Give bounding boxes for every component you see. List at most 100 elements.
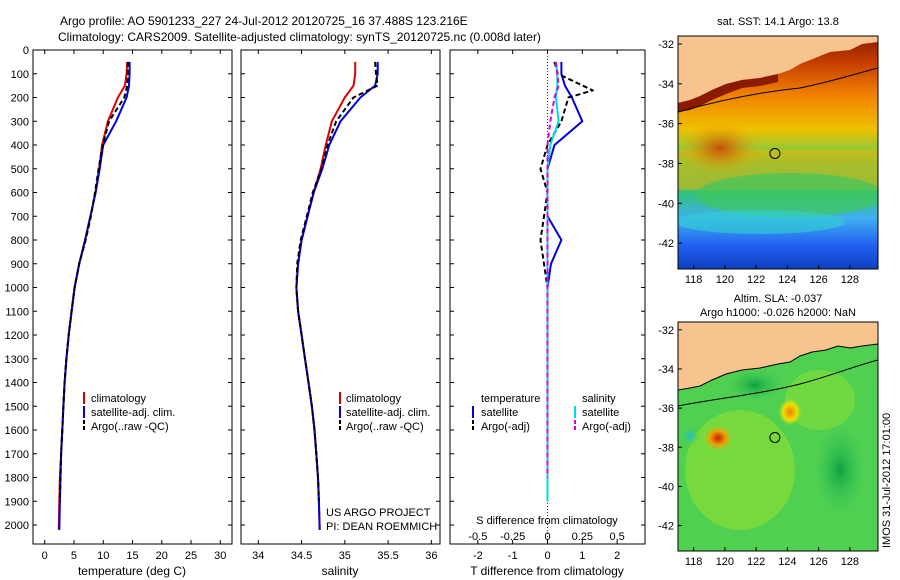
legend-label-satellite: satellite-adj. clim. <box>346 407 430 419</box>
sla-light-patch-2 <box>785 370 855 430</box>
legend-label-t-satellite: satellite <box>481 407 518 419</box>
map-ytick-label: -40 <box>658 198 674 210</box>
p1-xtick-label: 30 <box>214 550 226 562</box>
p1-xtick-label: 25 <box>185 550 197 562</box>
p1-ytick-label: 2000 <box>5 520 29 532</box>
map-ytick-label: -34 <box>658 79 674 91</box>
p1-ytick-label: 600 <box>11 188 29 200</box>
series-line-satellite-adj-clim- <box>58 61 131 530</box>
sst-map: sat. SST: 14.1 Argo: 13.8 118 120 122 124 12… <box>658 16 879 286</box>
sla-map-ticks: 118 120 122 124 126 128 -32 -34 -36 -38 -40 -42 <box>658 325 859 568</box>
p1-xtick-label: 10 <box>97 550 109 562</box>
map-xtick-label: 118 <box>685 274 703 286</box>
legend-label-climatology: climatology <box>91 393 147 405</box>
salinity-panel: 34 34.5 35 35.5 36 salinity climatology sate… <box>240 49 441 578</box>
header-line1: Argo profile: AO 5901233_227 24-Jul-2012… <box>60 14 468 28</box>
difference-s-tick-label: 0.25 <box>572 531 593 543</box>
p1-ytick-label: 200 <box>11 93 29 105</box>
header-line2: Climatology: CARS2009. Satellite-adjuste… <box>58 30 541 44</box>
temperature-lines <box>57 61 131 530</box>
p1-ytick-label: 1300 <box>5 354 29 366</box>
sst-coast-band <box>678 74 778 112</box>
temperature-legend: climatology satellite-adj. clim. Argo(..… <box>83 392 175 433</box>
map-ytick-label: -32 <box>658 325 674 337</box>
difference-x-ticks: -2 -1 0 1 2 <box>473 50 620 562</box>
p3-xtick-label: 2 <box>614 550 620 562</box>
series-line-climatology <box>57 61 129 530</box>
p3-xtick-label: -1 <box>508 550 518 562</box>
series-line-satellite-adj-clim- <box>295 61 379 530</box>
sla-orange-eddy <box>778 398 802 426</box>
series-line-satellite <box>546 61 584 502</box>
legend-label-t-argo: Argo(-adj) <box>481 421 530 433</box>
map-xtick-label: 126 <box>809 274 827 286</box>
salinity-legend: climatology satellite-adj. clim. Argo(..… <box>339 392 430 433</box>
map-ytick-label: -42 <box>658 238 674 250</box>
series-line-satellite <box>546 61 560 502</box>
salinity-xlabel: salinity <box>322 564 359 578</box>
sla-cyan-spot <box>680 426 700 446</box>
p1-ytick-label: 100 <box>11 69 29 81</box>
map-xtick-label: 126 <box>809 556 827 568</box>
temperature-axes <box>32 49 233 545</box>
pi-annotation: PI: DEAN ROEMMICH <box>326 521 437 533</box>
series-line-climatology <box>295 61 357 530</box>
p1-ytick-label: 1400 <box>5 378 29 390</box>
p1-ytick-label: 1900 <box>5 496 29 508</box>
series-line-argo-raw-qc- <box>295 61 379 502</box>
p3-xtick-label: 1 <box>579 550 585 562</box>
p1-ytick-label: 1700 <box>5 449 29 461</box>
series-line-argo-raw-qc- <box>58 61 129 502</box>
map-xtick-label: 128 <box>841 274 859 286</box>
salinity-axes <box>240 49 441 545</box>
side-label: IMOS 31-Jul-2012 17:01:00 <box>881 413 893 548</box>
map-xtick-label: 120 <box>716 274 734 286</box>
map-xtick-label: 122 <box>747 556 765 568</box>
sst-green-band <box>695 173 878 217</box>
difference-y-ticks <box>450 49 645 526</box>
p1-ytick-label: 1000 <box>5 283 29 295</box>
difference-legend: temperature satellite Argo(-adj) salinit… <box>472 393 631 433</box>
sla-light-patch <box>685 410 795 530</box>
map-ytick-label: -36 <box>658 403 674 415</box>
p2-xtick-label: 34.5 <box>291 550 312 562</box>
sla-map-title1: Altim. SLA: -0.037 <box>734 293 823 305</box>
map-ytick-label: -32 <box>658 39 674 51</box>
difference-panel: -2 -1 0 1 2 -0.5 -0.25 0 0.25 0.5 T difference f… <box>449 49 646 578</box>
p2-xtick-label: 35 <box>339 550 351 562</box>
legend-label-climatology: climatology <box>346 393 402 405</box>
legend-title-temperature: temperature <box>481 393 540 405</box>
argo-position-marker <box>769 432 781 443</box>
p1-ytick-label: 700 <box>11 211 29 223</box>
p1-ytick-label: 800 <box>11 235 29 247</box>
sst-map-frame <box>677 35 879 270</box>
difference-top-label: S difference from climatology <box>476 515 618 527</box>
argo-position-marker <box>769 148 781 159</box>
p1-ytick-label: 300 <box>11 116 29 128</box>
project-annotation: US ARGO PROJECT <box>326 507 431 519</box>
sla-coastline <box>678 343 878 391</box>
map-ytick-label: -42 <box>658 521 674 533</box>
map-ytick-label: -36 <box>658 119 674 131</box>
temperature-xlabel: temperature (deg C) <box>78 564 186 578</box>
p1-ytick-label: 500 <box>11 164 29 176</box>
sla-map-frame <box>677 321 879 552</box>
p1-ytick-label: 1500 <box>5 401 29 413</box>
p1-xtick-label: 5 <box>71 550 77 562</box>
legend-label-argo: Argo(..raw -QC) <box>91 421 169 433</box>
difference-xlabel: T difference from climatology <box>470 564 624 578</box>
sst-contour <box>678 67 878 113</box>
temperature-y-ticks: 0 100 200 300 400 500 600 700 800 900 1000 1100 1200… <box>5 45 232 532</box>
p2-xtick-label: 34 <box>252 550 264 562</box>
map-xtick-label: 124 <box>778 556 796 568</box>
sla-dark-patch <box>812 420 868 520</box>
difference-lines <box>539 61 594 502</box>
map-xtick-label: 118 <box>685 556 703 568</box>
p1-ytick-label: 1200 <box>5 330 29 342</box>
p1-ytick-label: 0 <box>23 45 29 57</box>
sst-map-title: sat. SST: 14.1 Argo: 13.8 <box>717 16 839 28</box>
sla-dark-patch-2 <box>725 367 785 403</box>
map-xtick-label: 128 <box>841 556 859 568</box>
difference-s-ticks: -0.5-0.2500.250.5 <box>468 531 624 543</box>
